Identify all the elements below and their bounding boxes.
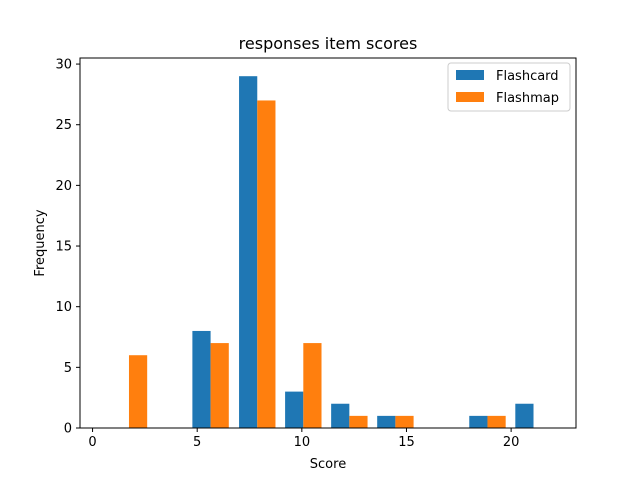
legend-label-flashcard: Flashcard — [496, 69, 559, 84]
chart-title: responses item scores — [239, 34, 418, 53]
bar-flashcard-4 — [285, 391, 304, 428]
y-axis-label: Frequency — [33, 209, 48, 276]
bar-flashcard-9 — [515, 403, 534, 428]
x-tick-label: 5 — [193, 435, 201, 450]
legend-label-flashmap: Flashmap — [496, 91, 559, 106]
bar-flashcard-5 — [331, 403, 350, 428]
y-tick-label: 20 — [55, 179, 72, 194]
bar-flashmap-0 — [128, 355, 148, 428]
x-axis-label: Score — [310, 457, 346, 472]
bar-flashcard-8 — [469, 415, 488, 428]
legend-swatch-flashmap — [456, 92, 484, 102]
bar-flashcard-6 — [377, 415, 396, 428]
y-axis-ticks: 0 5 10 15 20 25 30 — [55, 58, 80, 437]
y-tick-label: 25 — [55, 118, 72, 133]
legend: Flashcard Flashmap — [447, 62, 571, 112]
x-axis-ticks: 0 5 10 15 20 — [88, 428, 519, 450]
bars-group — [128, 76, 534, 429]
bar-flashmap-4 — [303, 343, 322, 428]
bar-flashmap-6 — [395, 415, 414, 428]
bar-flashmap-2 — [210, 343, 229, 428]
x-tick-label: 0 — [88, 435, 96, 450]
x-tick-label: 20 — [503, 435, 520, 450]
y-tick-label: 15 — [55, 240, 72, 255]
x-tick-label: 10 — [294, 435, 311, 450]
y-tick-label: 5 — [64, 361, 72, 376]
bar-flashmap-8 — [487, 415, 506, 428]
legend-swatch-flashcard — [456, 70, 484, 80]
y-tick-label: 10 — [55, 300, 72, 315]
y-tick-label: 30 — [55, 58, 72, 73]
bar-flashmap-3 — [257, 100, 276, 428]
y-tick-label: 0 — [64, 422, 72, 437]
bar-flashcard-2 — [192, 330, 211, 428]
plot-frame — [79, 57, 577, 429]
x-tick-label: 15 — [398, 435, 415, 450]
bar-flashcard-3 — [239, 76, 258, 429]
bar-flashmap-5 — [349, 415, 368, 428]
